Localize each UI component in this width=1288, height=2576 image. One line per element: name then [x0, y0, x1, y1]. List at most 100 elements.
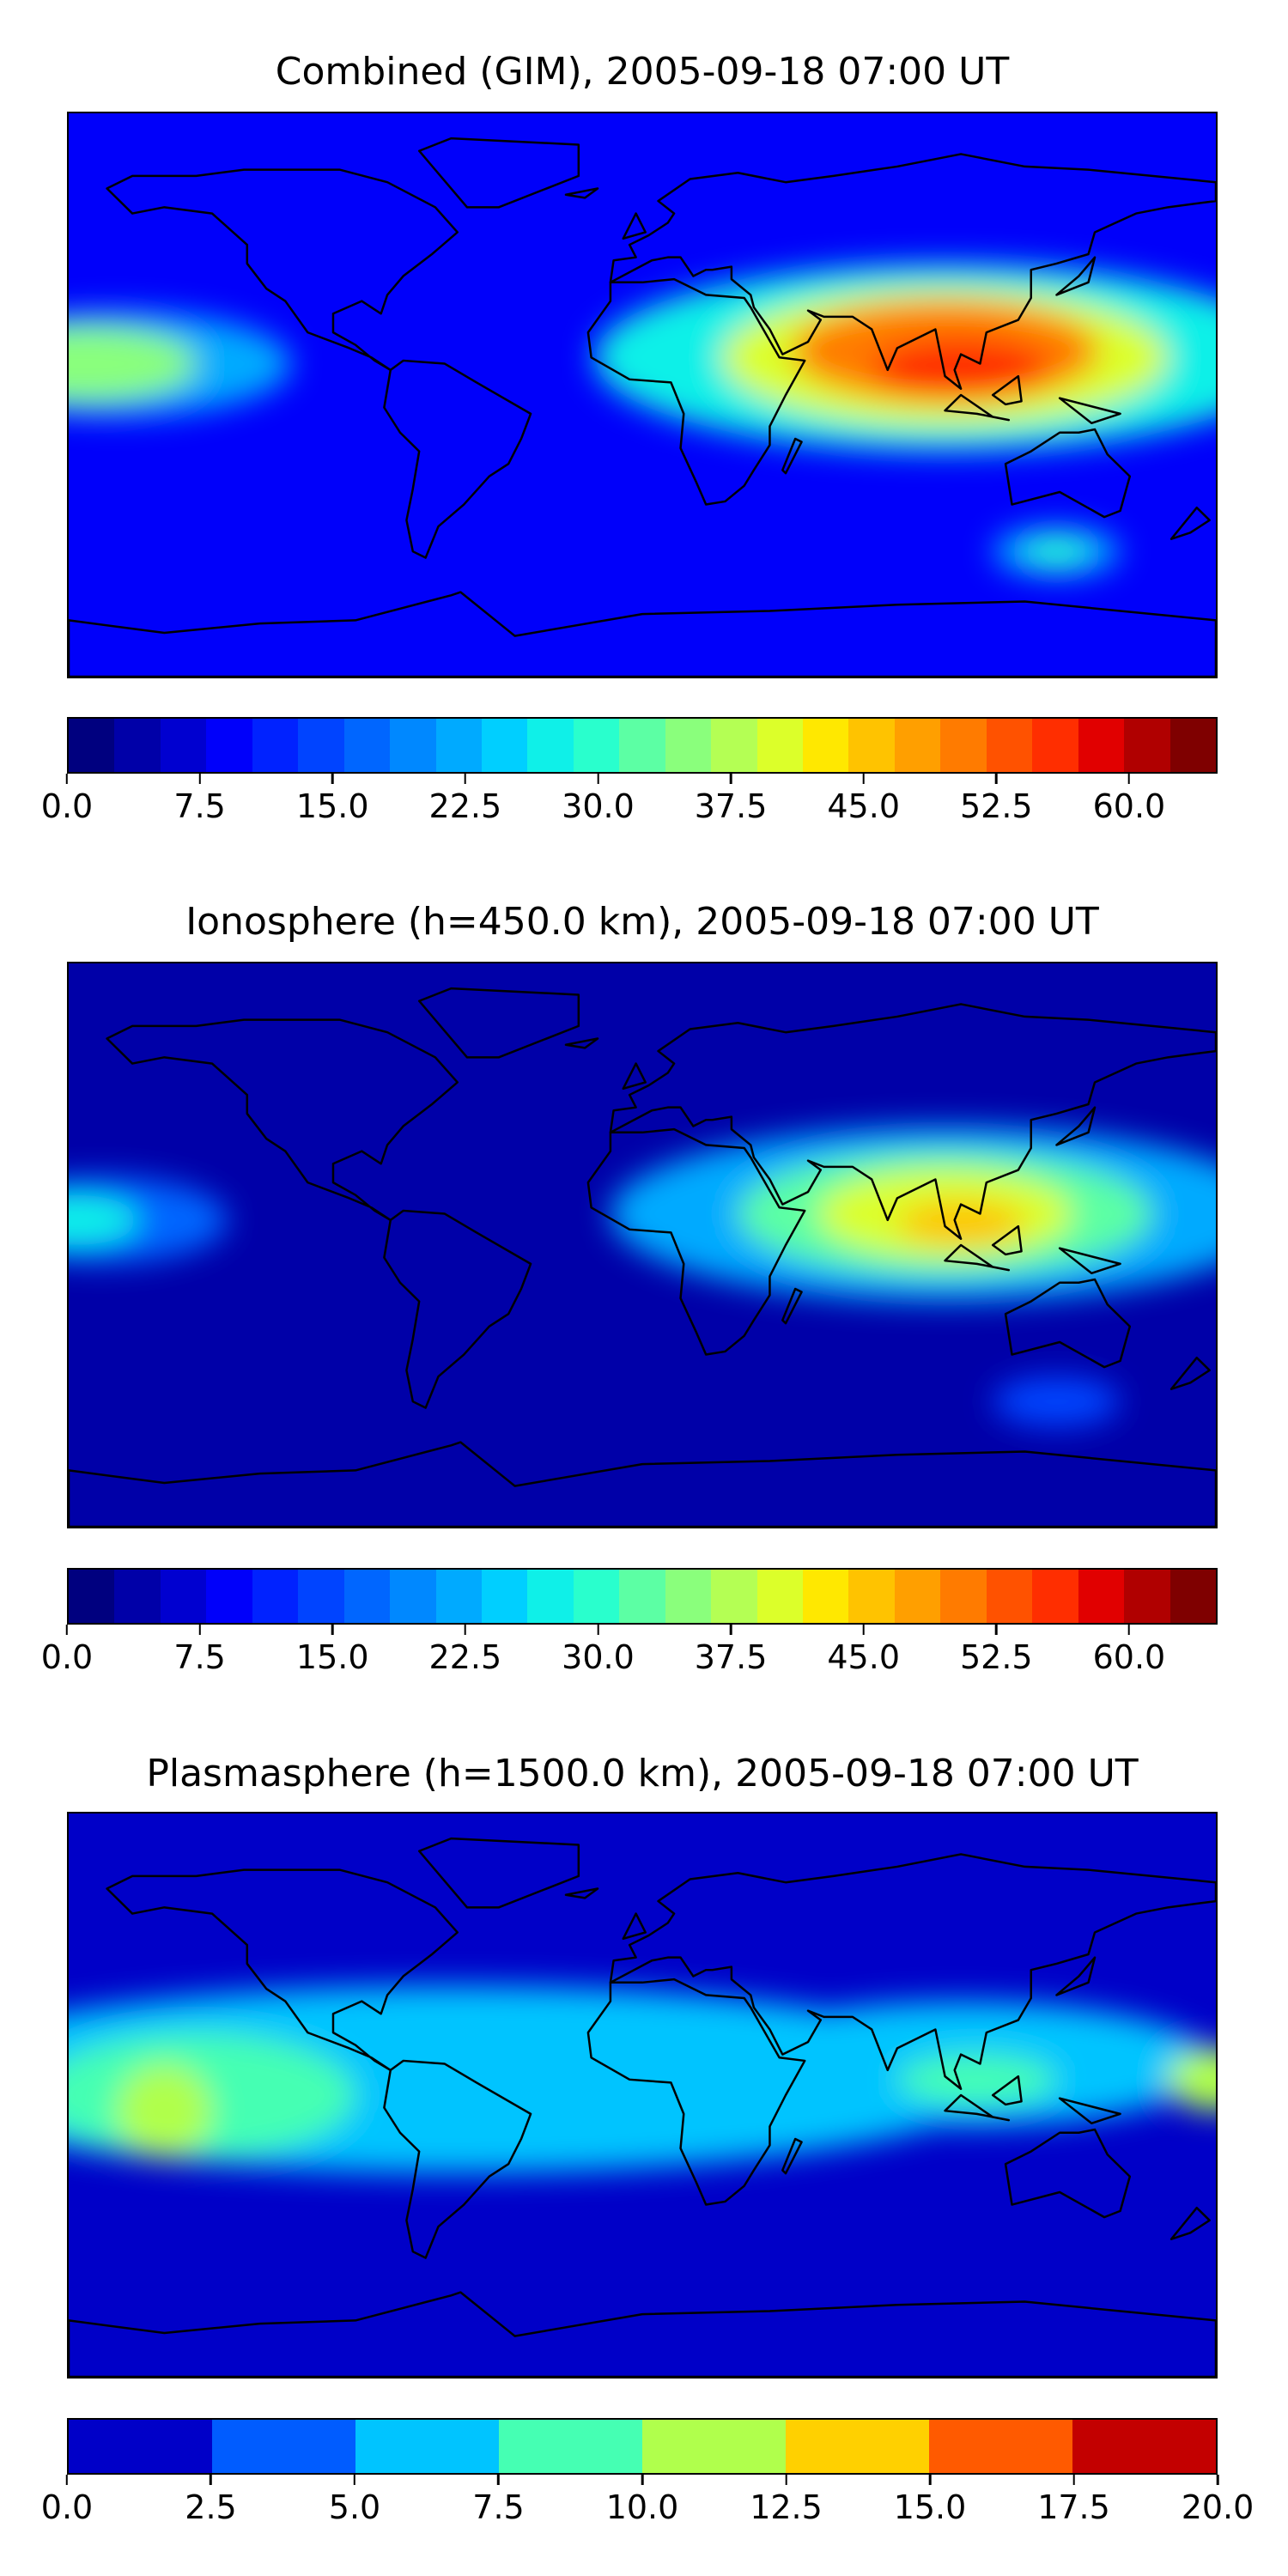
colorbar-segment	[1032, 719, 1078, 772]
tick-mark	[729, 774, 732, 784]
colorbar-tick: 22.5	[429, 774, 501, 825]
coastline	[944, 393, 1011, 422]
tick-label: 0.0	[40, 2488, 94, 2526]
tick-label: 22.5	[428, 1638, 502, 1676]
colorbar-tick: 20.0	[1182, 2475, 1254, 2526]
colorbar-segment	[390, 719, 436, 772]
tick-mark	[862, 1625, 865, 1635]
colorbar-segment	[929, 2420, 1072, 2473]
map-svg	[69, 1814, 1216, 2377]
tick-mark	[995, 1625, 998, 1635]
colorbar-segment	[986, 1570, 1033, 1623]
coastline	[991, 1224, 1023, 1256]
tick-label: 10.0	[605, 2488, 679, 2526]
coastline	[417, 137, 580, 209]
coastline	[106, 1018, 459, 1222]
tick-label: 2.5	[185, 2488, 237, 2526]
tick-mark	[210, 2475, 212, 2485]
panel-title: Combined (GIM), 2005-09-18 07:00 UT	[275, 50, 1010, 94]
tick-label: 5.0	[328, 2488, 381, 2526]
coastline	[69, 591, 1216, 677]
colorbar-segment	[527, 719, 574, 772]
colorbar-segment	[481, 1570, 528, 1623]
colorbar-ticks: 0.0 7.5 15.0 22.5 30.0 37.5 45.0 52.5 60.0	[41, 774, 1218, 825]
colorbar-tick: 60.0	[1093, 1625, 1165, 1676]
tick-mark	[1072, 2475, 1075, 2485]
colorbar-segment	[206, 719, 252, 772]
tick-mark	[497, 2475, 500, 2485]
colorbar-tick: 2.5	[185, 2475, 237, 2526]
colorbar-segment	[619, 719, 665, 772]
colorbar-segment	[711, 719, 757, 772]
colorbar-segment	[212, 2420, 355, 2473]
coastline	[781, 437, 803, 475]
coastline	[622, 212, 647, 240]
map-svg	[69, 963, 1216, 1527]
colorbar-segment	[435, 719, 482, 772]
coastline	[609, 1853, 1216, 2090]
coastline	[781, 1287, 803, 1325]
colorbar-tick: 0.0	[41, 774, 93, 825]
coastline	[781, 2137, 803, 2175]
coastline	[1058, 397, 1121, 425]
tick-label: 15.0	[295, 787, 369, 825]
colorbar-segment	[665, 1570, 712, 1623]
tick-mark	[331, 1625, 334, 1635]
colorbar-segment	[1124, 1570, 1170, 1623]
panel-title: Ionosphere (h=450.0 km), 2005-09-18 07:0…	[185, 900, 1099, 944]
coastline	[106, 168, 459, 372]
colorbar-segment	[1072, 2420, 1216, 2473]
colorbar-segment	[1078, 1570, 1125, 1623]
colorbar-tick: 7.5	[173, 1625, 226, 1676]
coastline	[622, 1912, 647, 1941]
colorbar-tick: 5.0	[329, 2475, 380, 2526]
coastline	[106, 1868, 459, 2072]
tec-contour-region	[69, 1194, 139, 1245]
colorbar-segment	[69, 1570, 115, 1623]
tick-label: 30.0	[562, 1638, 635, 1676]
coastline	[1058, 2097, 1121, 2125]
colorbar-segment	[343, 719, 391, 772]
tick-mark	[464, 1625, 467, 1635]
colorbar-segment	[642, 2420, 786, 2473]
colorbar-tick: 52.5	[960, 774, 1033, 825]
colorbar-tick: 15.0	[296, 774, 369, 825]
coastline	[383, 1209, 532, 1409]
colorbar-segment	[711, 1570, 757, 1623]
colorbar-segment	[786, 2420, 929, 2473]
tick-label: 52.5	[959, 1638, 1033, 1676]
tec-contour-region	[1168, 2048, 1216, 2111]
colorbar-segment	[206, 1570, 252, 1623]
colorbar-segment	[1170, 1570, 1216, 1623]
panel-title: Plasmasphere (h=1500.0 km), 2005-09-18 0…	[146, 1752, 1139, 1795]
tec-contour-region	[69, 1176, 228, 1264]
colorbar-segment	[527, 1570, 574, 1623]
tick-mark	[198, 1625, 201, 1635]
tick-label: 17.5	[1037, 2488, 1110, 2526]
colorbar-tick: 10.0	[605, 2475, 679, 2526]
tick-mark	[597, 1625, 599, 1635]
tick-label: 7.5	[173, 787, 226, 825]
colorbar-segment	[69, 2420, 212, 2473]
coastline	[991, 2075, 1023, 2106]
tick-mark	[641, 2475, 644, 2485]
coastline	[564, 1887, 599, 1899]
colorbar-segment	[435, 1570, 482, 1623]
colorbar-tick: 17.5	[1037, 2475, 1110, 2526]
colorbar-segment	[986, 719, 1033, 772]
coastline	[417, 1837, 580, 1909]
tick-label: 52.5	[959, 787, 1033, 825]
colorbar-tick: 7.5	[472, 2475, 525, 2526]
colorbar-segment	[355, 2420, 499, 2473]
colorbar-segment	[848, 1570, 895, 1623]
colorbar-tick: 45.0	[827, 774, 900, 825]
colorbar-segment	[573, 1570, 620, 1623]
colorbar-ticks: 0.0 2.5 5.0 7.5 10.0 12.5 15.0 17.5 20.0	[41, 2475, 1254, 2526]
tick-label: 60.0	[1092, 787, 1166, 825]
colorbar-tick: 60.0	[1092, 774, 1166, 825]
colorbar-segment	[1032, 1570, 1078, 1623]
tick-label: 15.0	[295, 1638, 369, 1676]
colorbar-segment	[665, 719, 712, 772]
coastline	[586, 1978, 806, 2206]
tick-mark	[65, 1625, 69, 1635]
